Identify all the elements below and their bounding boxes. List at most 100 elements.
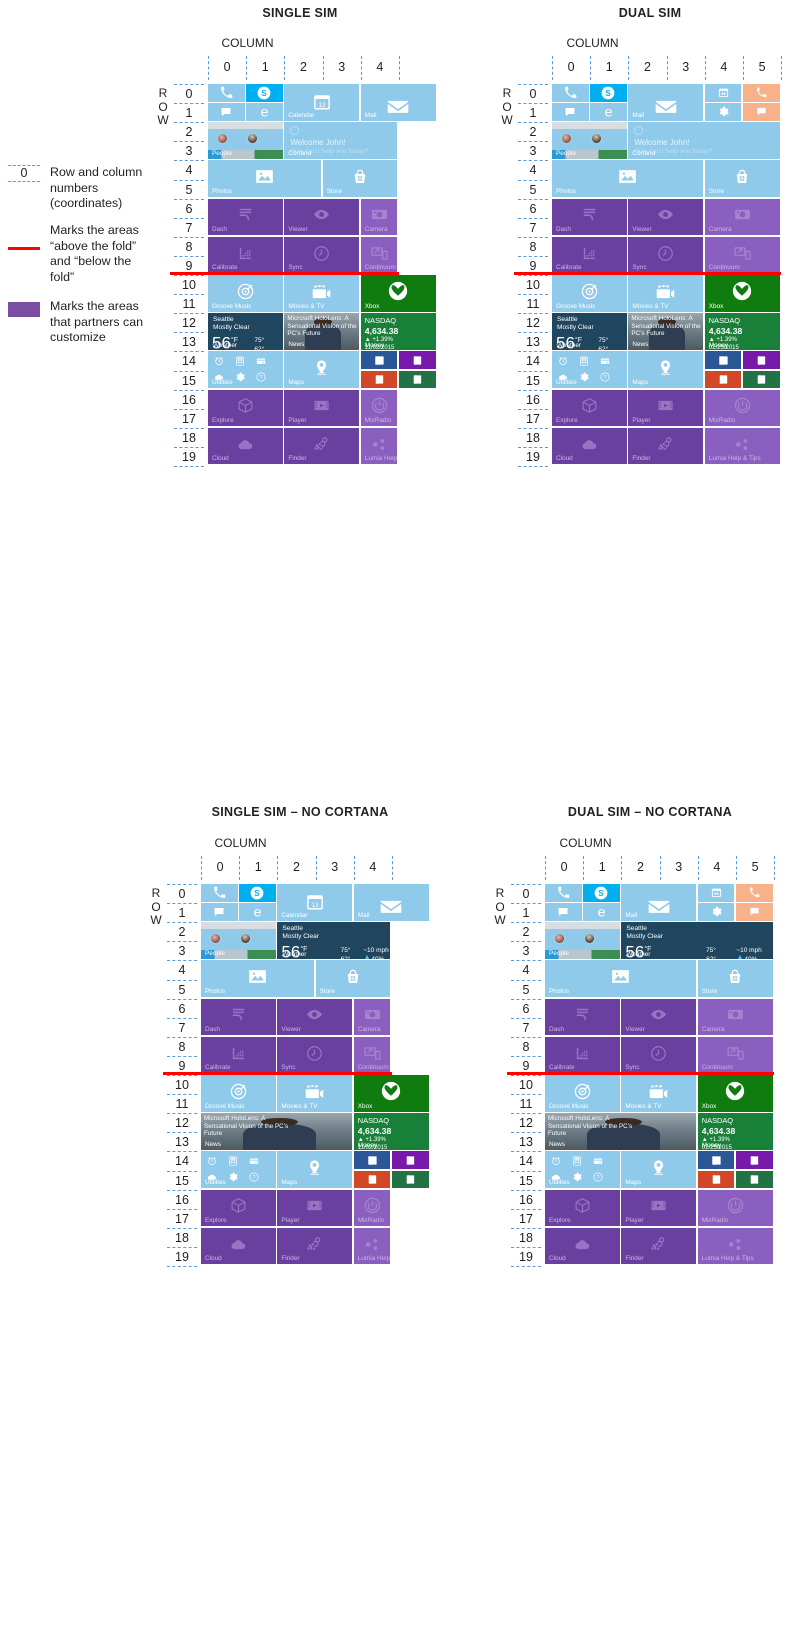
- tile-skype[interactable]: S: [239, 884, 276, 902]
- tile-phone[interactable]: [545, 884, 582, 902]
- tile-sync[interactable]: Sync: [277, 1036, 353, 1074]
- tile-utilities[interactable]: ? Utilities: [208, 351, 283, 388]
- tile-store[interactable]: Store: [322, 160, 398, 197]
- tile-sync[interactable]: Sync: [621, 1036, 697, 1074]
- tile-edge[interactable]: e: [246, 103, 283, 121]
- tile-mixradio[interactable]: MixRadio: [697, 1189, 773, 1227]
- tile-viewer[interactable]: Viewer: [628, 198, 704, 236]
- tile-messaging-sim2[interactable]: [736, 903, 773, 921]
- tile-money[interactable]: NASDAQ 4,634.38 ▲ +1.39% 02/25/2015 Mone…: [704, 313, 780, 350]
- tile-people[interactable]: People: [552, 122, 627, 159]
- tile-phone[interactable]: [208, 84, 245, 102]
- tile-word[interactable]: W: [697, 1151, 735, 1169]
- tile-powerpoint[interactable]: [353, 1170, 391, 1188]
- tile-powerpoint[interactable]: [704, 370, 742, 388]
- tile-news[interactable]: Microsoft HoloLens: A Sensational Vision…: [628, 313, 704, 350]
- tile-messaging-sim2[interactable]: [743, 103, 780, 121]
- tile-photos[interactable]: Photos: [545, 960, 697, 997]
- tile-dash[interactable]: Dash: [201, 998, 276, 1036]
- tile-explore[interactable]: Explore: [201, 1189, 276, 1227]
- tile-xbox[interactable]: Xbox: [697, 1075, 773, 1112]
- tile-continuum[interactable]: Continuum: [360, 236, 398, 274]
- tile-xbox[interactable]: Xbox: [704, 275, 780, 312]
- tile-lumia-help[interactable]: Lumia Help & Tips: [353, 1227, 391, 1265]
- tile-edge[interactable]: e: [583, 903, 620, 921]
- tile-messaging[interactable]: [545, 903, 582, 921]
- tile-skype[interactable]: S: [583, 884, 620, 902]
- tile-groove-music[interactable]: Groove Music: [552, 275, 627, 312]
- tile-movies-tv[interactable]: Movies & TV: [277, 1075, 353, 1112]
- tile-phone[interactable]: [552, 84, 589, 102]
- tile-calendar[interactable]: 13 Calendar: [277, 884, 353, 921]
- tile-word[interactable]: W: [353, 1151, 391, 1169]
- tile-messaging[interactable]: [208, 103, 245, 121]
- tile-player[interactable]: Player: [284, 389, 360, 427]
- tile-viewer[interactable]: Viewer: [621, 998, 697, 1036]
- tile-calendar[interactable]: 13 Calendar: [284, 84, 360, 121]
- tile-finder[interactable]: Finder: [628, 427, 704, 465]
- tile-player[interactable]: Player: [277, 1189, 353, 1227]
- tile-groove-music[interactable]: Groove Music: [208, 275, 283, 312]
- tile-calendar-small[interactable]: [704, 84, 742, 102]
- tile-sync[interactable]: Sync: [284, 236, 360, 274]
- tile-maps[interactable]: Maps: [277, 1151, 353, 1188]
- tile-camera[interactable]: Camera: [697, 998, 773, 1036]
- tile-utilities[interactable]: ? Utilities: [552, 351, 627, 388]
- tile-cloud[interactable]: Cloud: [552, 427, 627, 465]
- tile-calibrate[interactable]: Calibrate: [552, 236, 627, 274]
- tile-cortana[interactable]: Welcome John! How can I help you today? C…: [628, 122, 780, 159]
- tile-word[interactable]: W: [704, 351, 742, 369]
- tile-skype[interactable]: S: [590, 84, 627, 102]
- tile-excel[interactable]: [736, 1170, 773, 1188]
- tile-continuum[interactable]: Continuum: [697, 1036, 773, 1074]
- tile-movies-tv[interactable]: Movies & TV: [628, 275, 704, 312]
- tile-messaging[interactable]: [201, 903, 238, 921]
- tile-player[interactable]: Player: [628, 389, 704, 427]
- tile-photos[interactable]: Photos: [552, 160, 704, 197]
- tile-weather[interactable]: Seattle Mostly Clear 56°F 75° 62° Weather: [552, 313, 627, 350]
- tile-photos[interactable]: Photos: [201, 960, 314, 997]
- tile-calibrate[interactable]: Calibrate: [208, 236, 283, 274]
- tile-edge[interactable]: e: [239, 903, 276, 921]
- tile-skype[interactable]: S: [246, 84, 283, 102]
- tile-onenote[interactable]: [399, 351, 436, 369]
- tile-people[interactable]: People: [545, 922, 620, 959]
- tile-cloud[interactable]: Cloud: [201, 1227, 276, 1265]
- tile-onenote[interactable]: [736, 1151, 773, 1169]
- tile-news[interactable]: Microsoft HoloLens: A Sensational Vision…: [545, 1113, 697, 1150]
- tile-groove-music[interactable]: Groove Music: [201, 1075, 276, 1112]
- tile-people[interactable]: People: [201, 922, 276, 959]
- tile-mail[interactable]: Mail: [621, 884, 697, 921]
- tile-finder[interactable]: Finder: [284, 427, 360, 465]
- tile-utilities[interactable]: ? Utilities: [201, 1151, 276, 1188]
- tile-maps[interactable]: Maps: [621, 1151, 697, 1188]
- tile-continuum[interactable]: Continuum: [353, 1036, 391, 1074]
- tile-utilities[interactable]: ? Utilities: [545, 1151, 620, 1188]
- tile-store[interactable]: Store: [697, 960, 773, 997]
- tile-powerpoint[interactable]: [360, 370, 398, 388]
- tile-camera[interactable]: Camera: [360, 198, 398, 236]
- tile-money[interactable]: NASDAQ 4,634.38 ▲ +1.39% 02/25/2015 Mone…: [697, 1113, 773, 1150]
- tile-xbox[interactable]: Xbox: [353, 1075, 429, 1112]
- tile-excel[interactable]: [399, 370, 436, 388]
- tile-player[interactable]: Player: [621, 1189, 697, 1227]
- tile-messaging[interactable]: [552, 103, 589, 121]
- tile-mixradio[interactable]: MixRadio: [704, 389, 780, 427]
- tile-news[interactable]: Microsoft HoloLens: A Sensational Vision…: [201, 1113, 353, 1150]
- tile-settings[interactable]: [704, 103, 742, 121]
- tile-money[interactable]: NASDAQ 4,634.38 ▲ +1.39% 11/02/2015 Mone…: [353, 1113, 429, 1150]
- tile-explore[interactable]: Explore: [552, 389, 627, 427]
- tile-powerpoint[interactable]: [697, 1170, 735, 1188]
- tile-store[interactable]: Store: [704, 160, 780, 197]
- tile-lumia-help[interactable]: Lumia Help & Tips: [360, 427, 398, 465]
- tile-maps[interactable]: Maps: [284, 351, 360, 388]
- tile-dash[interactable]: Dash: [208, 198, 283, 236]
- tile-calendar-small[interactable]: [697, 884, 735, 902]
- tile-phone[interactable]: [201, 884, 238, 902]
- tile-movies-tv[interactable]: Movies & TV: [284, 275, 360, 312]
- tile-mixradio[interactable]: MixRadio: [353, 1189, 391, 1227]
- tile-explore[interactable]: Explore: [545, 1189, 620, 1227]
- tile-explore[interactable]: Explore: [208, 389, 283, 427]
